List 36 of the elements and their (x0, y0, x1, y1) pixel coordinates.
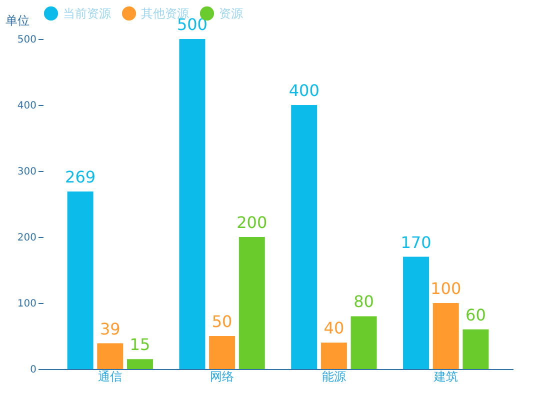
bar (126, 359, 153, 369)
data-label: 200 (236, 213, 268, 232)
y-tick-label: 200 (17, 232, 36, 244)
data-label: 269 (65, 167, 96, 186)
bar (67, 191, 94, 369)
bar (179, 39, 206, 369)
bar (97, 343, 124, 369)
data-label: 100 (430, 279, 462, 298)
data-label: 39 (100, 319, 120, 338)
data-label: 15 (130, 335, 150, 354)
x-tick-label: 通信 (98, 370, 122, 384)
x-tick-label: 网络 (210, 370, 234, 384)
y-tick-label: 400 (17, 100, 36, 112)
data-label: 40 (324, 318, 344, 338)
legend-label: 当前资源 (63, 6, 111, 20)
y-tick-label: 300 (17, 166, 36, 178)
data-label: 170 (400, 232, 432, 252)
bar (320, 342, 347, 369)
y-axis-title: 单位 (6, 14, 30, 28)
data-label: 400 (288, 81, 320, 100)
x-tick-label: 建筑 (432, 370, 458, 384)
data-label: 60 (466, 305, 486, 324)
data-label: 80 (354, 292, 374, 312)
bar (403, 256, 430, 369)
bar (238, 237, 265, 369)
legend-label: 资源 (219, 6, 243, 20)
y-tick-label: 0 (30, 364, 36, 376)
bar (209, 336, 236, 369)
bar (291, 105, 318, 369)
bar (350, 316, 377, 369)
x-tick-label: 能源 (322, 370, 346, 384)
y-tick-label: 500 (17, 34, 36, 46)
data-label: 50 (212, 312, 232, 331)
y-tick-label: 100 (17, 298, 36, 310)
bar (432, 303, 459, 369)
bar (462, 329, 489, 369)
